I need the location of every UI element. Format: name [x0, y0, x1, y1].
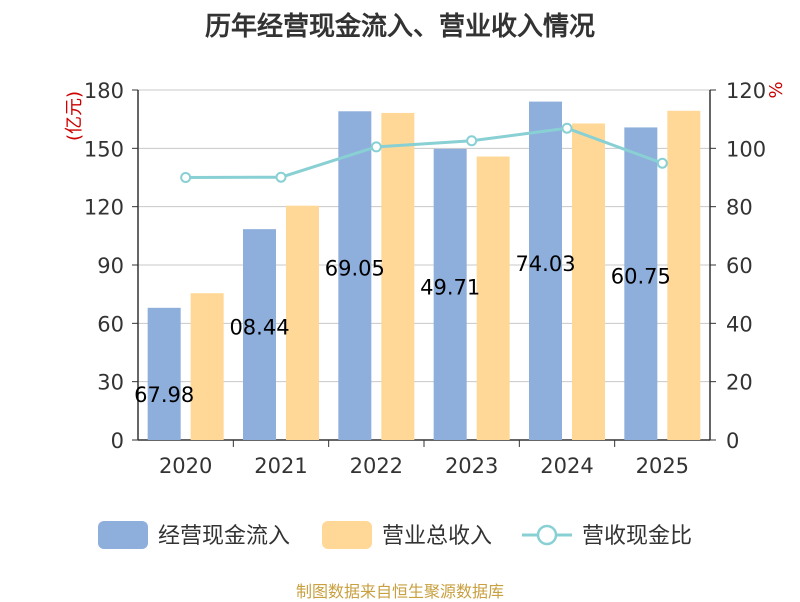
bar-total-revenue: [476, 156, 510, 440]
x-tick-label: 2021: [254, 454, 307, 478]
bar-total-revenue: [286, 205, 319, 440]
right-axis-unit: %: [766, 81, 787, 98]
x-tick-label: 2020: [159, 454, 212, 478]
left-tick-label: 180: [84, 79, 124, 103]
line-point-cash-ratio: [656, 157, 668, 169]
left-tick-label: 120: [84, 196, 124, 220]
bar-cash-inflow: [529, 101, 562, 440]
x-tick-label: 2023: [445, 454, 498, 478]
source-note: 制图数据来自恒生聚源数据库: [295, 582, 504, 601]
right-tick-label: 80: [726, 196, 753, 220]
right-tick-label: 60: [726, 254, 753, 278]
legend-label-total-revenue: 营业总收入: [382, 524, 492, 549]
bar-total-revenue: [667, 110, 701, 441]
data-label-cash-inflow: 08.44: [229, 316, 289, 340]
line-point-cash-ratio: [180, 172, 192, 183]
data-label-cash-inflow: 49.71: [420, 275, 480, 299]
bar-cash-inflow: [243, 229, 276, 440]
right-tick-label: 40: [726, 312, 753, 336]
bar-total-revenue: [190, 293, 224, 440]
bar-cash-inflow: [433, 148, 467, 440]
bar-cash-inflow: [338, 111, 372, 441]
left-axis-unit: (亿元): [64, 91, 85, 141]
line-cash-ratio: [185, 126, 663, 179]
right-tick-label: 0: [726, 429, 739, 453]
left-tick-label: 0: [111, 429, 124, 453]
left-tick-label: 60: [97, 312, 124, 336]
chart-title: 历年经营现金流入、营业收入情况: [204, 12, 595, 42]
legend-label-cash-inflow: 经营现金流入: [158, 524, 290, 549]
legend-marker-cash-ratio: [536, 524, 558, 546]
legend-swatch-cash-inflow: [98, 521, 148, 549]
line-point-cash-ratio: [370, 141, 382, 153]
line-point-cash-ratio: [275, 171, 287, 183]
data-label-cash-inflow: 69.05: [325, 257, 385, 281]
bar-total-revenue: [572, 123, 605, 440]
data-label-cash-inflow: 74.03: [515, 252, 575, 276]
right-tick-label: 20: [726, 371, 753, 395]
x-tick-label: 2024: [540, 454, 593, 478]
left-tick-label: 150: [84, 137, 124, 161]
x-tick-label: 2025: [636, 454, 689, 478]
line-point-cash-ratio: [466, 135, 478, 147]
line-point-cash-ratio: [561, 122, 573, 134]
x-tick-label: 2022: [350, 454, 403, 478]
right-tick-label: 120: [726, 79, 766, 103]
data-label-cash-inflow: 67.98: [134, 383, 194, 407]
data-label-cash-inflow: 60.75: [611, 265, 671, 289]
left-tick-label: 30: [97, 371, 124, 395]
bar-cash-inflow: [147, 307, 181, 440]
bar-cash-inflow: [624, 127, 658, 441]
legend-swatch-total-revenue: [322, 521, 372, 549]
left-tick-label: 90: [97, 254, 124, 278]
bar-total-revenue: [381, 112, 415, 440]
right-tick-label: 100: [726, 137, 766, 161]
legend-label-cash-ratio: 营收现金比: [582, 524, 692, 549]
